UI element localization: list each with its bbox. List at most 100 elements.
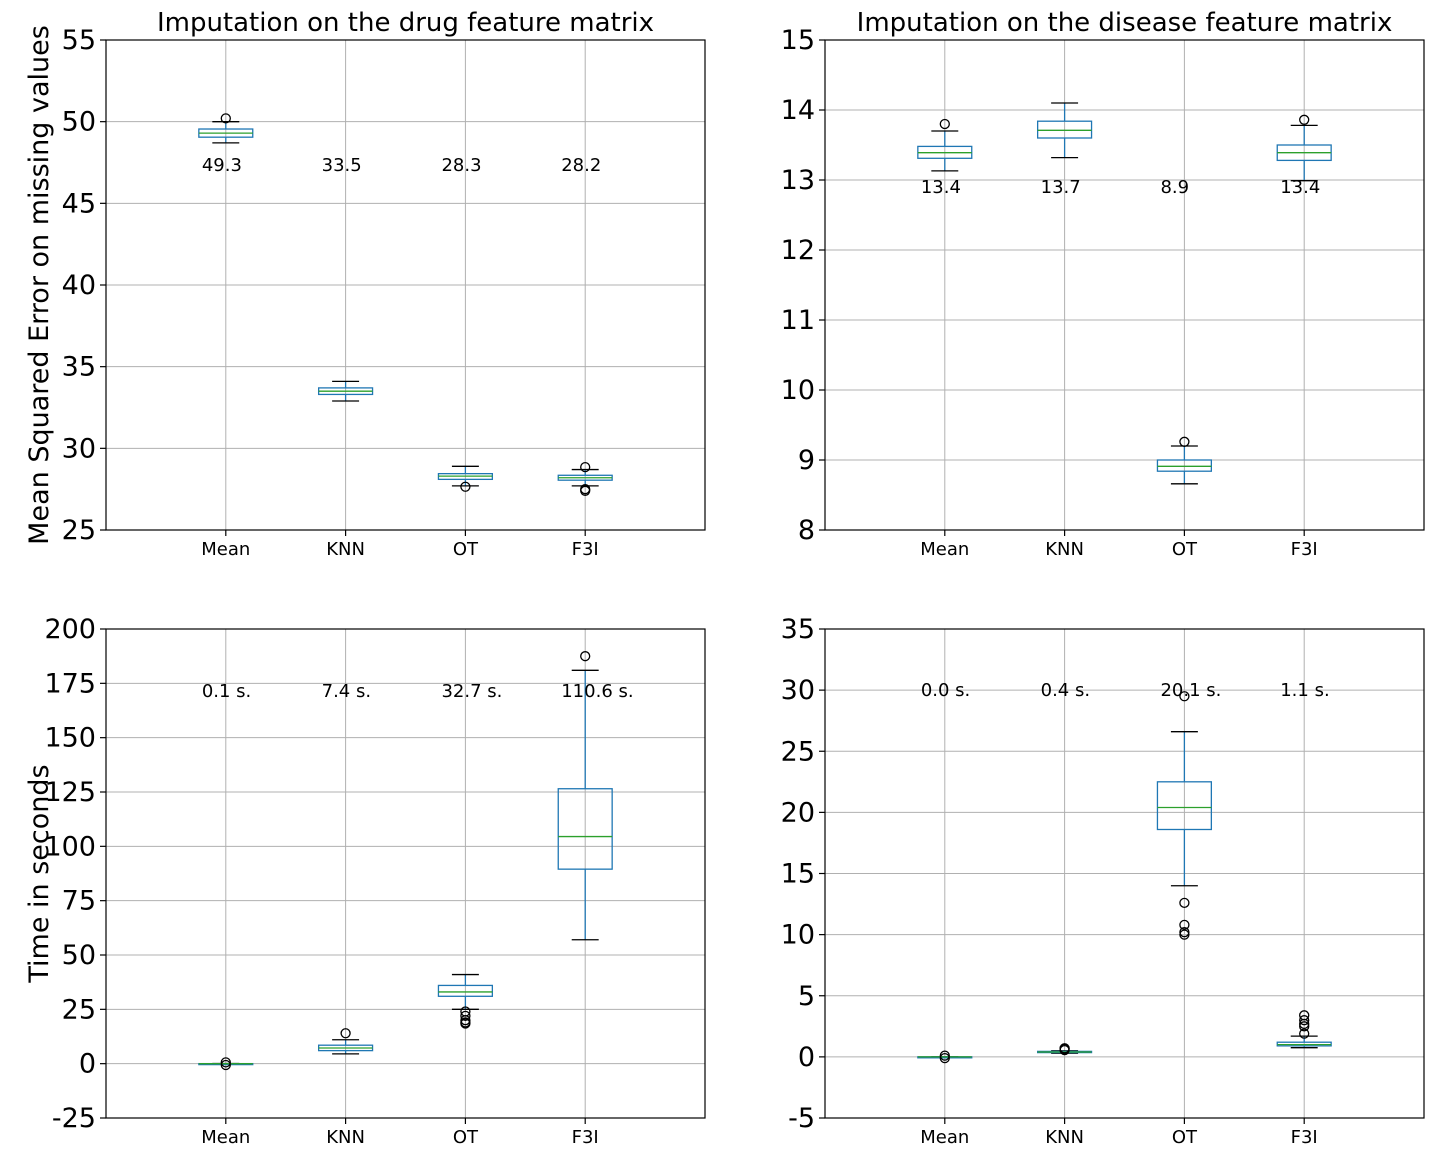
y-tick-label: 35 — [781, 614, 815, 645]
outlier-point — [340, 1028, 351, 1039]
outlier-point — [580, 461, 591, 473]
x-tick-label: Mean — [920, 539, 969, 560]
axes-frame — [105, 628, 706, 1119]
value-annotation: 1.1 s. — [1280, 680, 1329, 701]
value-annotation: 0.4 s. — [1041, 680, 1090, 701]
chart-panel-3: 0.1 s. 7.4 s. 32.7 s. 110.6 s. -25 0 25 50 75 100… — [24, 614, 706, 1148]
chart-title: Imputation on the drug feature matrix — [157, 8, 654, 38]
outlier-point — [939, 118, 950, 130]
y-tick-label: 15 — [781, 859, 815, 890]
x-tick-label: KNN — [1045, 539, 1084, 560]
outlier-point — [1299, 114, 1310, 125]
y-axis-label: Time in seconds — [24, 764, 55, 983]
box-ot — [437, 465, 494, 492]
outlier-point — [1179, 919, 1190, 930]
y-tick-label: 75 — [62, 886, 96, 917]
box-knn — [1036, 102, 1093, 159]
y-tick-label: 12 — [781, 235, 815, 266]
box-knn — [317, 1028, 374, 1055]
box-iqr — [437, 984, 494, 997]
outlier-point — [580, 485, 591, 496]
x-tick-label: F3I — [1291, 1127, 1318, 1148]
y-tick-label: 40 — [62, 270, 96, 301]
box-ot — [437, 973, 494, 1029]
y-tick-label: 10 — [781, 920, 815, 951]
value-annotation: 13.4 — [921, 177, 961, 198]
box-mean — [198, 113, 254, 144]
outlier-point — [1299, 1015, 1310, 1026]
y-tick-label: 30 — [781, 675, 815, 706]
outlier-point — [1179, 897, 1190, 908]
outlier-point — [220, 1059, 231, 1071]
y-tick-label: 50 — [62, 107, 96, 138]
outlier-point — [1179, 436, 1190, 447]
box-iqr — [1156, 459, 1213, 472]
y-tick-label: -5 — [788, 1103, 815, 1134]
y-tick-label: 11 — [781, 305, 815, 336]
x-tick-label: F3I — [572, 539, 599, 560]
outlier-point — [580, 651, 591, 662]
y-axis-label: Mean Squared Error on missing values — [24, 25, 55, 545]
y-tick-label: 175 — [44, 668, 96, 699]
box-mean — [917, 1050, 973, 1064]
x-tick-label: Mean — [920, 1127, 969, 1148]
y-tick-label: 8 — [798, 515, 815, 546]
y-tick-label: 125 — [44, 777, 96, 808]
chart-title: Imputation on the disease feature matrix — [857, 8, 1393, 38]
value-annotation: 20.1 s. — [1160, 680, 1221, 701]
box-iqr — [557, 788, 613, 870]
y-tick-label: 25 — [62, 994, 96, 1025]
box-knn — [317, 380, 374, 402]
value-annotation: 49.3 — [202, 155, 242, 176]
y-tick-label: 20 — [781, 797, 815, 828]
box-iqr — [1156, 781, 1213, 831]
box-f3i — [1276, 1010, 1332, 1049]
outlier-point — [939, 1052, 950, 1064]
outlier-point — [460, 1010, 471, 1022]
box-iqr — [1036, 120, 1093, 139]
outlier-point — [460, 1018, 471, 1029]
box-f3i — [1276, 114, 1332, 182]
x-tick-label: OT — [453, 1127, 479, 1148]
y-tick-label: 30 — [62, 433, 96, 464]
value-annotation: 110.6 s. — [561, 681, 633, 702]
value-annotation: 28.2 — [561, 155, 601, 176]
y-tick-label: 55 — [62, 25, 96, 56]
box-f3i — [557, 461, 613, 496]
value-annotation: 7.4 s. — [322, 681, 371, 702]
box-mean — [917, 118, 973, 172]
axes-frame — [824, 39, 1425, 531]
y-tick-label: 14 — [781, 95, 815, 126]
x-tick-label: Mean — [201, 1127, 250, 1148]
x-tick-label: OT — [1172, 1127, 1198, 1148]
x-tick-label: OT — [1172, 539, 1198, 560]
y-tick-label: 13 — [781, 165, 815, 196]
outlier-point — [1179, 691, 1190, 702]
chart-panel-2: 13.4 13.7 8.9 13.4 8 9 10 11 12 13 14 15 Mean KNN OT F3… — [781, 8, 1425, 560]
y-tick-label: 0 — [79, 1049, 96, 1080]
x-tick-label: F3I — [1291, 539, 1318, 560]
y-tick-label: 35 — [62, 352, 96, 383]
chart-panel-1: 49.3 33.5 28.3 28.2 25 30 35 40 45 50 55 Mean KNN OT F… — [24, 8, 706, 560]
y-tick-label: 100 — [44, 831, 96, 862]
outlier-point — [1179, 929, 1190, 940]
outlier-point — [220, 1057, 231, 1068]
value-annotation: 13.4 — [1280, 177, 1320, 198]
value-annotation: 32.7 s. — [441, 681, 502, 702]
y-tick-label: 50 — [62, 940, 96, 971]
outlier-point — [460, 481, 471, 492]
box-f3i — [557, 651, 613, 941]
value-annotation: 0.0 s. — [921, 680, 970, 701]
y-tick-label: 0 — [798, 1042, 815, 1073]
y-tick-label: 5 — [798, 981, 815, 1012]
y-tick-label: 150 — [44, 723, 96, 754]
value-annotation: 0.1 s. — [202, 681, 251, 702]
y-tick-label: 45 — [62, 188, 96, 219]
y-tick-label: 9 — [798, 445, 815, 476]
outlier-point — [1059, 1043, 1070, 1054]
x-tick-label: KNN — [326, 539, 365, 560]
value-annotation: 13.7 — [1041, 177, 1081, 198]
box-ot — [1156, 436, 1213, 485]
value-annotation: 28.3 — [441, 155, 481, 176]
